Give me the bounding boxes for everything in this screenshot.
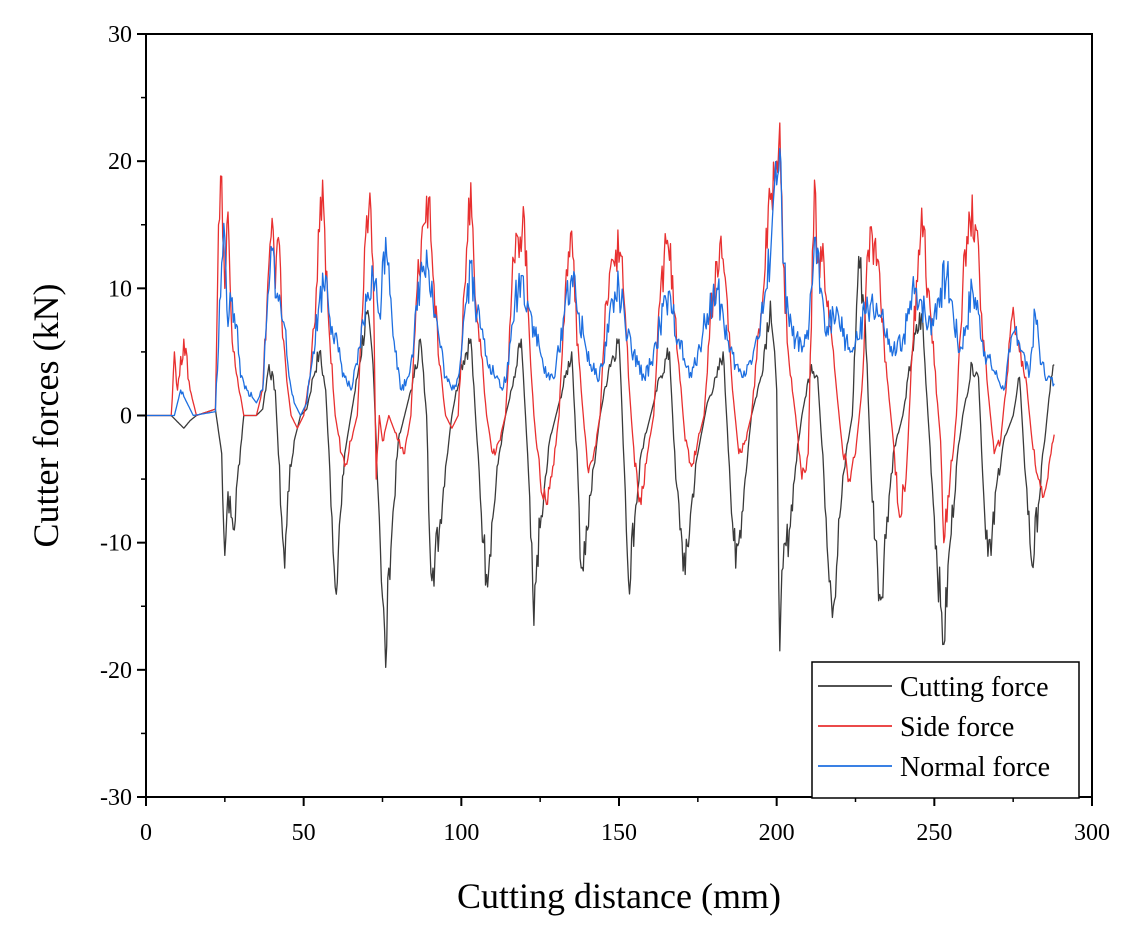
- series-line-3: [146, 147, 1055, 417]
- y-tick-label: -20: [100, 658, 132, 684]
- x-tick-label: 300: [1074, 820, 1110, 846]
- y-tick-label: -10: [100, 531, 132, 557]
- x-tick-label: 200: [759, 820, 795, 846]
- legend: Cutting force Side force Normal force: [811, 661, 1080, 799]
- x-tick-label: 50: [292, 820, 316, 846]
- y-tick-label: 0: [120, 404, 132, 430]
- series-line-2: [146, 122, 1055, 544]
- x-tick-label: 100: [443, 820, 479, 846]
- x-axis-title: Cutting distance (mm): [457, 876, 781, 916]
- y-tick-label: 10: [108, 276, 132, 302]
- x-tick-label: 0: [140, 820, 152, 846]
- series-layer: [146, 122, 1055, 668]
- x-tick-label: 150: [601, 820, 637, 846]
- axis-ticks: 0 50 100 150 200 250 300 -30 -20 -10 0 10 20 30: [100, 22, 1110, 846]
- legend-label: Normal force: [900, 752, 1050, 783]
- y-tick-label: -30: [100, 785, 132, 811]
- y-tick-label: 30: [108, 22, 132, 48]
- legend-box: [811, 661, 1080, 799]
- legend-label: Cutting force: [900, 672, 1049, 703]
- x-tick-label: 250: [916, 820, 952, 846]
- y-axis-title: Cutter forces (kN): [26, 284, 66, 548]
- y-tick-label: 20: [108, 149, 132, 175]
- legend-label: Side force: [900, 712, 1014, 743]
